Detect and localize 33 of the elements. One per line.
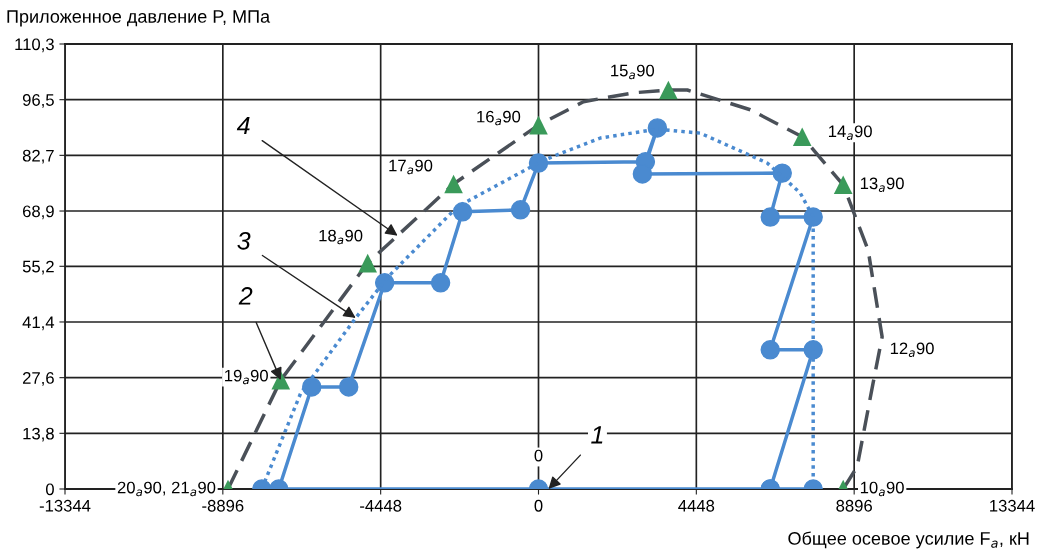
- x-tick-label: -8896: [202, 499, 244, 512]
- annotation: 10$_{a}$90: [860, 481, 904, 497]
- y-tick-label: 96,5: [22, 94, 54, 108]
- annotation: 13$_{a}$90: [860, 177, 904, 192]
- annotation: 3: [237, 231, 251, 250]
- y-tick-label: 110,3: [15, 38, 54, 53]
- annotation: 20$_{a}$90, 21$_{a}$90: [117, 481, 216, 497]
- y-tick-label: 82,7: [22, 149, 54, 164]
- y-tick-label: 13,8: [23, 427, 54, 442]
- annotation: 18$_{a}$90: [319, 229, 363, 245]
- x-tick-label: 0: [534, 499, 543, 512]
- y-tick-label: 0: [45, 483, 54, 496]
- annotation: 12$_{a}$90: [890, 342, 934, 357]
- y-axis-title: Приложенное давление P, МПа: [7, 10, 271, 27]
- annotation: 16$_{a}$90: [477, 110, 521, 126]
- x-tick-label: 8896: [836, 499, 872, 512]
- y-tick-label: 27,6: [22, 372, 54, 386]
- x-axis-title: Общее осевое усилие F$_{a}$, кН: [788, 531, 1029, 549]
- x-tick-label: 4448: [678, 499, 715, 512]
- x-tick-label: -4448: [360, 499, 402, 512]
- annotation: 1: [591, 426, 603, 444]
- y-tick-label: 41,4: [22, 316, 55, 331]
- y-tick-label: 55,2: [22, 260, 54, 275]
- x-tick-label: -13344: [39, 499, 91, 512]
- y-tick-label: 68,9: [22, 205, 54, 220]
- annotation: 17$_{a}$90: [389, 159, 433, 175]
- annotation: 4: [236, 116, 250, 135]
- x-tick-label: 13344: [990, 499, 1035, 512]
- annotation: 2: [238, 287, 253, 305]
- annotation: 0: [534, 449, 543, 462]
- annotation: 14$_{a}$90: [828, 125, 872, 140]
- annotation: 15$_{a}$90: [611, 64, 655, 80]
- annotation: 19$_{a}$90: [225, 369, 268, 385]
